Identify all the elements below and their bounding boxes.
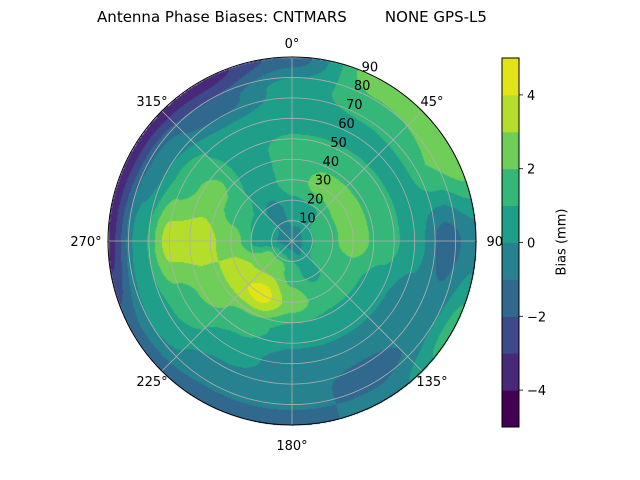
chart-title: Antenna Phase Biases: CNTMARS NONE GPS-L… [97,8,487,26]
colorbar-band [502,390,519,428]
angular-gridline [291,110,423,242]
radial-tick-label: 20 [307,193,324,208]
colorbar-band [502,58,519,96]
colorbar-band [502,353,519,391]
radial-tick-label: 60 [338,117,355,132]
angular-tick-label: 180° [276,439,307,454]
colorbar-tick-label: −2 [527,310,546,325]
colorbar-tick-label: 0 [527,237,535,252]
angular-tick-label: 135° [416,375,447,390]
angular-tick-label: 315° [136,95,167,110]
colorbar-band [502,242,519,280]
angular-gridline [161,240,293,372]
colorbar-band [502,168,519,207]
angular-gridline [291,240,423,372]
colorbar-tick-label: 4 [527,89,535,104]
radial-tick-label: 40 [323,155,340,170]
angular-tick-label: 270° [70,235,101,250]
colorbar-band [502,316,519,354]
angular-tick-label: 45° [420,95,443,110]
colorbar-band [502,94,519,133]
radial-tick-label: 70 [346,98,363,113]
radial-tick-label: 80 [354,79,371,94]
colorbar-band [502,131,519,170]
polar-frame [107,56,477,426]
radial-tick-label: 10 [299,211,316,226]
colorbar-tick-label: −4 [527,384,546,399]
colorbar-band [502,279,519,317]
angular-tick-label: 225° [136,375,167,390]
radial-tick-label: 50 [330,136,347,151]
radial-tick-label: 90 [362,60,379,75]
colorbar-label: Bias (mm) [554,208,570,276]
colorbar-tick-label: 2 [527,163,535,178]
angular-gridline [161,110,293,242]
colorbar-band [502,205,519,243]
angular-tick-label: 0° [285,37,300,52]
radial-tick-label: 30 [315,174,332,189]
